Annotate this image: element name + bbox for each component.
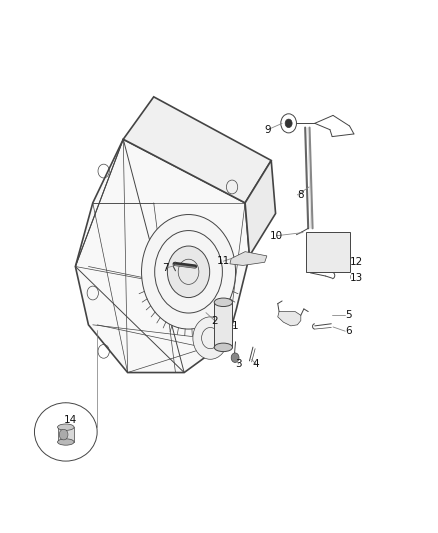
Circle shape [167,246,210,297]
Text: 13: 13 [350,273,363,283]
Text: 6: 6 [345,326,352,336]
Text: 5: 5 [345,310,352,320]
Circle shape [231,353,239,362]
FancyBboxPatch shape [214,302,233,348]
Text: 11: 11 [217,256,230,266]
Text: 1: 1 [232,321,239,331]
Polygon shape [123,97,271,203]
Text: 12: 12 [350,257,363,267]
Text: 7: 7 [162,263,169,273]
Ellipse shape [214,343,233,352]
Text: 10: 10 [270,231,283,241]
Text: 3: 3 [235,359,242,369]
Circle shape [336,246,347,259]
Polygon shape [278,312,301,326]
Circle shape [285,119,292,127]
Polygon shape [75,139,250,373]
Polygon shape [230,252,267,265]
Text: 8: 8 [297,190,304,200]
Text: 14: 14 [64,415,77,425]
Ellipse shape [57,439,74,445]
Ellipse shape [57,424,74,430]
Circle shape [281,114,297,133]
Text: 4: 4 [253,359,259,369]
FancyBboxPatch shape [57,427,74,442]
FancyBboxPatch shape [306,232,350,272]
Text: 9: 9 [265,125,271,135]
Circle shape [59,429,68,440]
Circle shape [141,215,236,329]
Text: 2: 2 [212,316,218,326]
Circle shape [193,317,228,359]
Ellipse shape [214,298,233,306]
Polygon shape [245,160,276,256]
Ellipse shape [35,403,97,461]
